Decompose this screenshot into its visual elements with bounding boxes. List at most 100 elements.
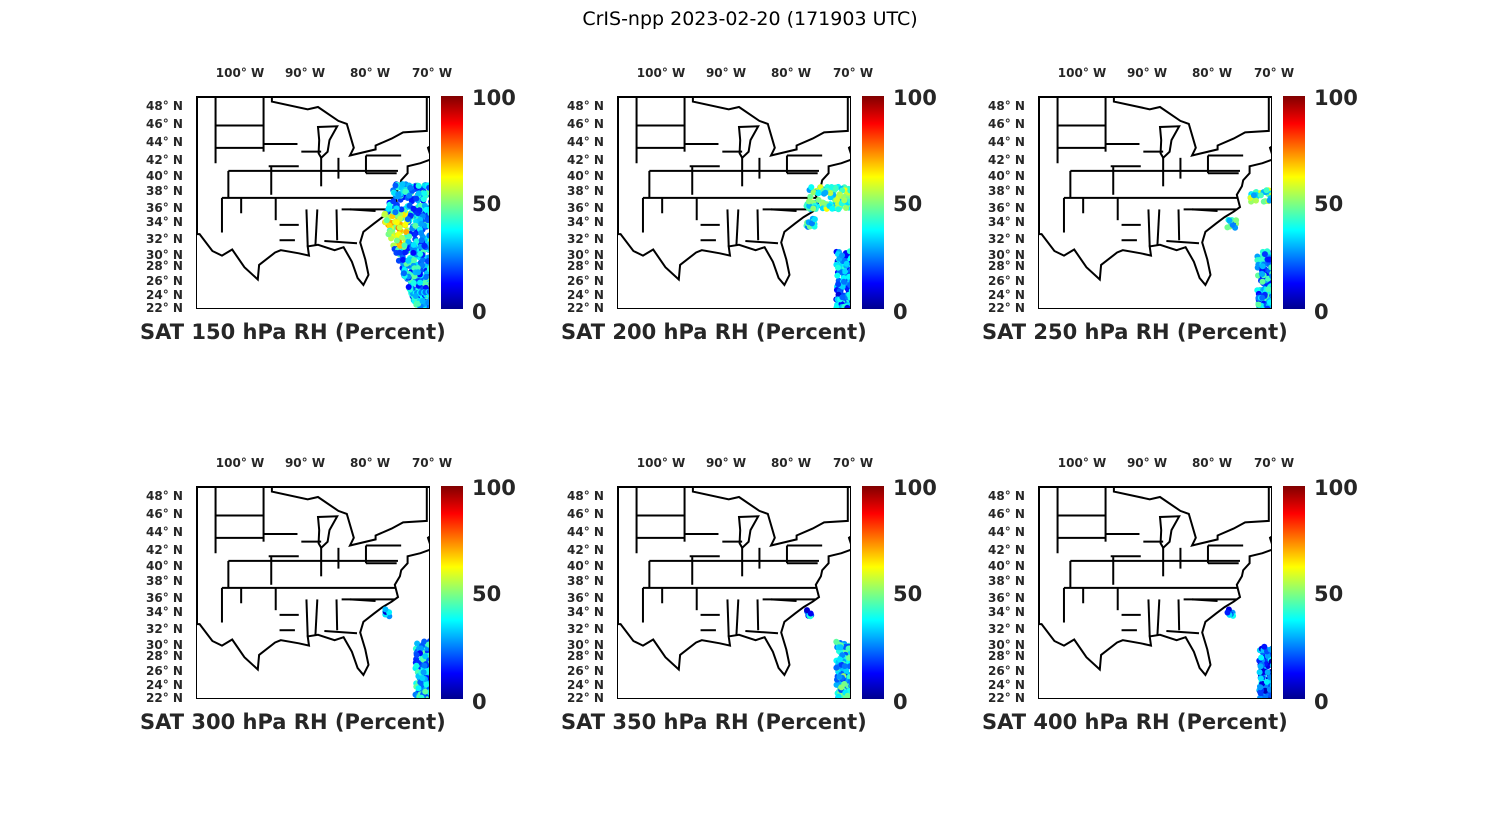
state-border [324,629,358,635]
rh-observation [393,219,400,226]
state-border [1147,209,1151,247]
map-panel: 100° W 90° W 80° W 70° W 48° N 46° N 44° N 42° … [551,50,971,350]
lon-tick-label: 80° W [770,66,812,80]
rh-observation [415,269,422,276]
lat-tick-label: 24° N [567,678,604,692]
rh-observation [428,199,429,204]
lat-tick-label: 22° N [146,301,183,315]
rh-observation [417,279,423,286]
rh-observation [1257,675,1264,682]
rh-observation [835,206,842,213]
rh-observation [1261,251,1268,258]
rh-observation [427,206,429,213]
rh-observation [419,675,426,682]
rh-observation [418,220,425,227]
rh-observation [418,237,425,244]
rh-observation [421,280,428,287]
map-area [617,96,851,309]
rh-observation [415,300,422,307]
rh-observation [843,667,850,674]
rh-observation [845,645,850,652]
rh-observation [397,242,403,249]
lon-tick-label: 80° W [770,456,812,470]
rh-observation [419,262,426,269]
rh-observation [848,683,850,689]
rh-observation [844,692,850,698]
lat-tick-label: 24° N [988,678,1025,692]
rh-observation [840,278,847,285]
lat-tick-label: 30° N [988,638,1025,652]
lat-tick-label: 30° N [146,638,183,652]
rh-observation [1256,257,1263,263]
rh-observation [849,196,850,199]
state-border [756,599,760,631]
rh-observation [808,184,815,191]
rh-observation [807,610,814,617]
rh-observation [415,182,422,189]
rh-observation [838,684,845,691]
rh-observation [429,186,430,192]
rh-observation [429,257,430,263]
rh-observation [423,206,429,213]
rh-observation [1264,305,1271,308]
rh-observation [410,280,417,286]
rh-observation [849,303,850,306]
rh-observation [810,205,817,212]
lat-tick-label: 32° N [146,622,183,636]
rh-observation [419,298,426,305]
rh-observation [847,187,850,194]
rh-observation [401,270,407,277]
rh-observation [429,663,430,669]
state-border [1166,629,1200,635]
rh-observation [1256,669,1263,676]
lon-tick-label: 80° W [349,66,391,80]
rh-observation [1270,294,1271,299]
lat-tick-label: 44° N [146,525,183,539]
rh-observation [846,654,850,661]
rh-observation [807,193,814,200]
rh-observation [1224,224,1231,231]
lon-tick-label: 70° W [1253,456,1295,470]
lat-tick-label: 34° N [146,215,183,229]
lon-tick-label: 80° W [1191,66,1233,80]
colorbar-tick-label: 50 [893,582,923,606]
rh-observation [406,233,413,240]
rh-observation [430,293,431,299]
lat-tick-label: 28° N [988,259,1025,273]
lat-tick-label: 40° N [567,559,604,573]
rh-observation [809,220,815,227]
lat-tick-label: 36° N [988,201,1025,215]
lat-tick-label: 42° N [567,543,604,557]
lat-tick-label: 34° N [988,215,1025,229]
rh-observation [427,241,429,247]
rh-observation [1266,256,1271,263]
rh-observation [419,257,426,264]
rh-observation [1233,217,1240,224]
state-border [349,208,376,212]
lat-tick-label: 28° N [146,259,183,273]
colorbar-tick-label: 100 [1314,86,1358,110]
rh-observation [401,242,408,249]
map-area [196,96,430,309]
rh-observation [393,237,400,244]
rh-observation [413,652,420,658]
rh-observation [1260,198,1267,205]
rh-observation [1259,271,1266,278]
rh-observation [848,674,850,680]
lat-tick-label: 40° N [988,559,1025,573]
rh-observation [410,205,417,212]
rh-observation [849,299,850,301]
lat-tick-label: 46° N [567,117,604,131]
rh-observation [827,194,834,201]
rh-observation [395,191,402,198]
rh-observation [411,257,417,264]
lat-tick-label: 36° N [146,591,183,605]
lat-tick-label: 26° N [988,274,1025,288]
state-border [305,599,309,637]
rh-observation [841,663,848,670]
rh-observation [842,268,848,275]
colorbar-tick-label: 50 [893,192,923,216]
rh-observation [850,302,851,308]
state-border [770,598,797,602]
map-area [1038,486,1272,699]
